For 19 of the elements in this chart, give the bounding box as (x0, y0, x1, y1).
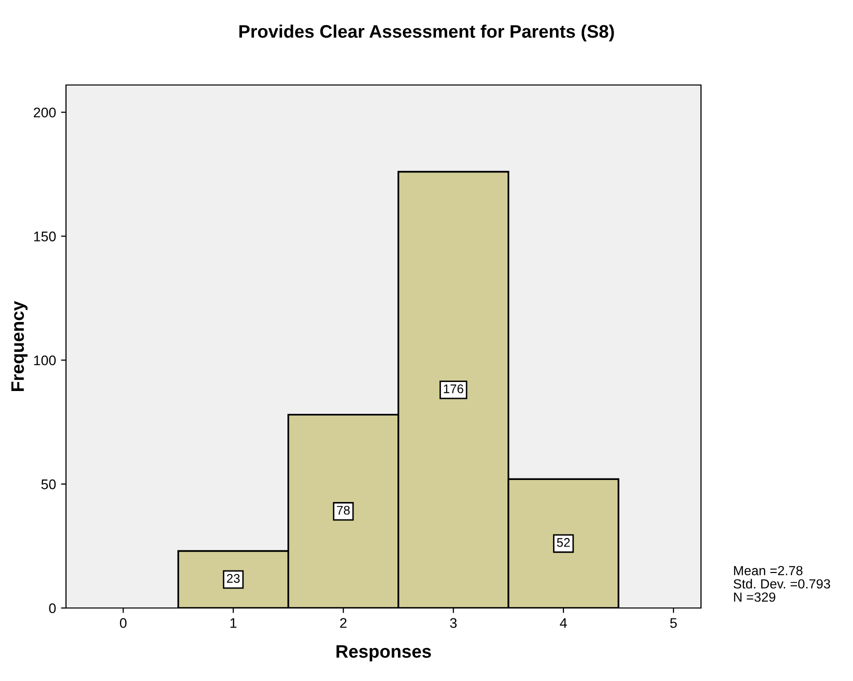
y-tick-label: 100 (34, 355, 56, 366)
y-tick-label: 150 (34, 232, 56, 242)
data-label: 176 (444, 384, 464, 394)
y-axis-title: Frequency (11, 300, 28, 391)
x-tick-label: 1 (230, 618, 236, 628)
x-axis-title: Responses (336, 645, 431, 662)
data-label: 52 (556, 538, 570, 547)
y-tick-label: 50 (41, 479, 56, 490)
chart-title: Provides Clear Assessment for Parents (S8) (239, 24, 614, 42)
data-label: 78 (337, 506, 350, 515)
data-label: 23 (226, 574, 240, 583)
y-tick-label: 200 (34, 108, 56, 118)
y-tick-label: 0 (49, 603, 56, 614)
x-tick-label: 4 (560, 618, 567, 628)
x-tick-label: 0 (120, 618, 127, 628)
x-tick-label: 2 (340, 618, 346, 628)
x-tick-label: 5 (670, 618, 677, 628)
x-tick-label: 3 (450, 618, 457, 628)
text: Mean =2.78 Std. Dev. =0.793 N =329 (734, 566, 830, 602)
